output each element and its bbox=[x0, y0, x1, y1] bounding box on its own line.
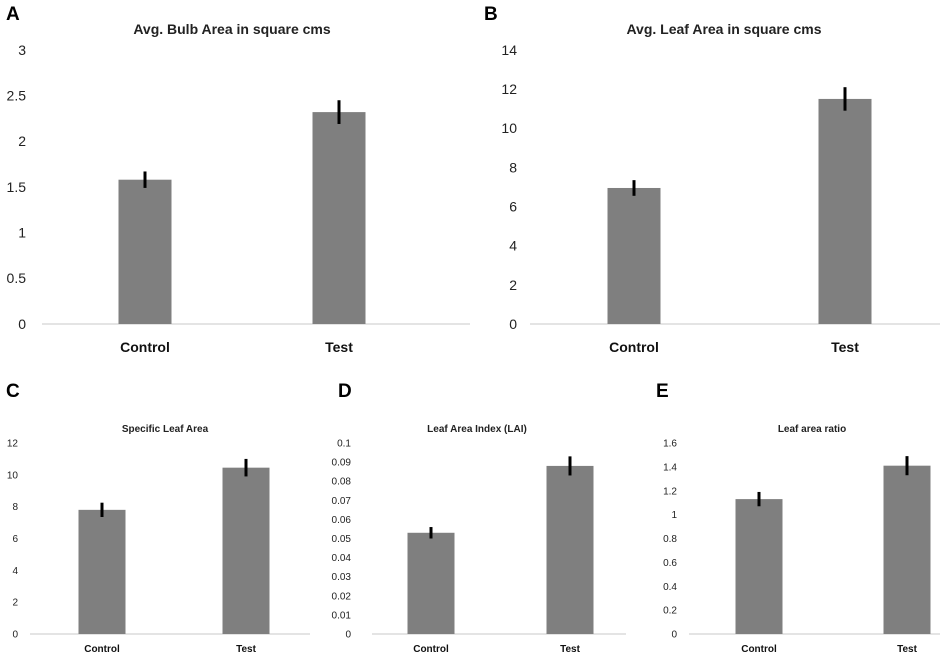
panel-a-ytick-label: 1 bbox=[18, 225, 26, 241]
panel-d-ytick-label: 0.08 bbox=[332, 477, 352, 488]
panel-e-ytick-label: 1.4 bbox=[663, 462, 677, 473]
panel-a-title: Avg. Bulb Area in square cms bbox=[133, 21, 331, 37]
panel-c-ytick-label: 12 bbox=[7, 439, 19, 450]
panel-c-category-label: Control bbox=[84, 644, 120, 655]
panel-d-ytick-label: 0.05 bbox=[332, 534, 352, 545]
panel-d-ytick-label: 0.03 bbox=[332, 572, 352, 583]
panel-c-category-label: Test bbox=[236, 644, 256, 655]
panel-c-letter: C bbox=[6, 381, 20, 402]
panel-a-ytick-label: 0.5 bbox=[7, 270, 27, 286]
panel-d-bar-control bbox=[407, 532, 455, 634]
panel-d-bar-test bbox=[546, 465, 594, 634]
panel-b-ytick-label: 14 bbox=[501, 42, 517, 58]
panel-d-ytick-label: 0.01 bbox=[332, 610, 352, 621]
panel-e-category-label: Control bbox=[741, 644, 777, 655]
panel-b-category-label: Control bbox=[609, 339, 659, 355]
panel-a-ytick-label: 3 bbox=[18, 42, 26, 58]
panel-e-ytick-label: 0.4 bbox=[663, 582, 677, 593]
panel-b-ytick-label: 10 bbox=[501, 120, 517, 136]
panel-b-category-label: Test bbox=[831, 339, 859, 355]
panel-b-bar-test bbox=[818, 98, 872, 324]
panel-a-bar-test bbox=[312, 112, 366, 325]
panel-e-category-label: Test bbox=[897, 644, 917, 655]
panel-a-category-label: Control bbox=[120, 339, 170, 355]
panel-d-title: Leaf Area Index (LAI) bbox=[427, 424, 527, 435]
panel-e-bar-control bbox=[735, 499, 783, 634]
panel-c-ytick-label: 10 bbox=[7, 470, 19, 481]
panel-c-ytick-label: 8 bbox=[12, 502, 18, 513]
panel-a-ytick-label: 2.5 bbox=[7, 88, 27, 104]
panel-d-letter: D bbox=[338, 381, 352, 402]
panel-b-ytick-label: 6 bbox=[509, 198, 517, 214]
panel-c-ytick-label: 2 bbox=[12, 598, 18, 609]
panel-b-bar-control bbox=[607, 187, 661, 324]
panel-d-ytick-label: 0.04 bbox=[332, 553, 352, 564]
panel-d-category-label: Control bbox=[413, 644, 449, 655]
panel-c-bar-control bbox=[78, 509, 126, 634]
panel-d-ytick-label: 0.07 bbox=[332, 496, 352, 507]
panel-c-ytick-label: 6 bbox=[12, 534, 18, 545]
panel-d-category-label: Test bbox=[560, 644, 580, 655]
panel-d-ytick-label: 0.1 bbox=[337, 439, 351, 450]
panel-d-ytick-label: 0.02 bbox=[332, 591, 352, 602]
panel-e-ytick-label: 0 bbox=[671, 630, 677, 641]
panel-a-letter: A bbox=[6, 4, 20, 25]
panel-b-ytick-label: 4 bbox=[509, 238, 517, 254]
panel-d-ytick-label: 0.06 bbox=[332, 515, 352, 526]
panel-e-ytick-label: 1.6 bbox=[663, 439, 677, 450]
panel-b-ytick-label: 8 bbox=[509, 159, 517, 175]
panel-e-bar-test bbox=[883, 465, 931, 634]
panel-b-letter: B bbox=[484, 4, 498, 25]
panel-a-category-label: Test bbox=[325, 339, 353, 355]
panel-d-ytick-label: 0 bbox=[345, 630, 351, 641]
panel-c-title: Specific Leaf Area bbox=[122, 424, 209, 435]
panel-e-ytick-label: 0.8 bbox=[663, 534, 677, 545]
panel-a-bar-control bbox=[118, 179, 172, 324]
panel-c-ytick-label: 0 bbox=[12, 630, 18, 641]
panel-a-ytick-label: 0 bbox=[18, 316, 26, 332]
panel-e-ytick-label: 1.2 bbox=[663, 486, 677, 497]
panel-e-ytick-label: 1 bbox=[671, 510, 677, 521]
panel-e-title: Leaf area ratio bbox=[778, 424, 846, 435]
panel-b-ytick-label: 2 bbox=[509, 277, 517, 293]
panel-a-ytick-label: 1.5 bbox=[7, 179, 27, 195]
panel-a-ytick-label: 2 bbox=[18, 133, 26, 149]
panel-e-letter: E bbox=[656, 381, 669, 402]
panel-b-title: Avg. Leaf Area in square cms bbox=[626, 21, 821, 37]
panel-c-ytick-label: 4 bbox=[12, 566, 18, 577]
panel-e-ytick-label: 0.2 bbox=[663, 606, 677, 617]
panel-e-ytick-label: 0.6 bbox=[663, 558, 677, 569]
panel-c-bar-test bbox=[222, 467, 270, 634]
panel-d-ytick-label: 0.09 bbox=[332, 458, 352, 469]
panel-b-ytick-label: 12 bbox=[501, 81, 517, 97]
panel-b-ytick-label: 0 bbox=[509, 316, 517, 332]
